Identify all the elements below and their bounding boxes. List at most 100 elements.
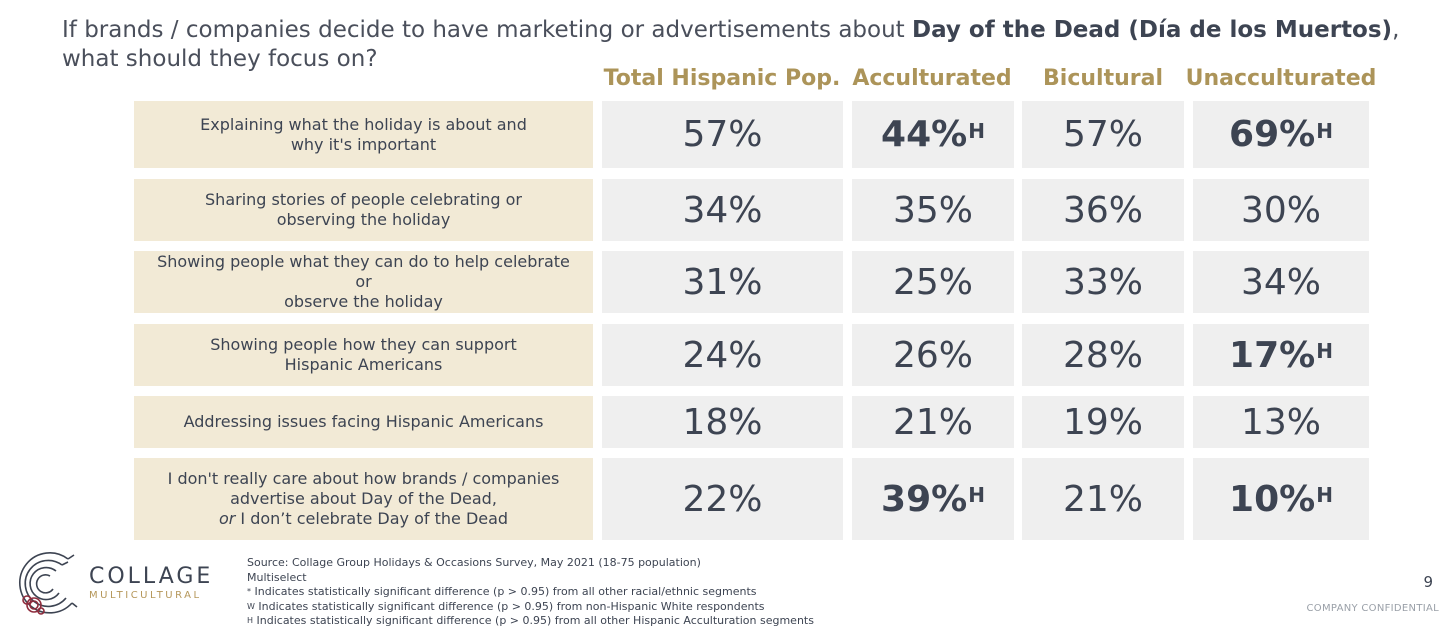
significance-marker: H [968,118,985,143]
page-title: If brands / companies decide to have mar… [62,16,1402,74]
legend-text: Indicates statistically significant diff… [256,614,814,627]
cell-value: 57% [1062,114,1143,155]
collage-circle-logo-icon [18,552,78,615]
row-label-line: observe the holiday [284,292,443,311]
row-label-line: why it's important [290,134,437,154]
source-note: Source: Collage Group Holidays & Occasio… [247,556,701,569]
cell-value: 26% [892,334,973,376]
data-cell: 24% [602,324,843,386]
column-header: Bicultural [1043,66,1163,91]
row-label-line: Showing people how they can support [210,335,517,354]
page-number: 9 [1423,573,1433,591]
cell-value: 34% [1240,261,1321,303]
data-cell: 26% [852,324,1014,386]
data-cell: 30% [1193,179,1369,241]
row-label-line: Explaining what the holiday is about and [200,114,527,134]
legend-line: H Indicates statistically significant di… [247,614,814,629]
significance-marker: H [1316,118,1333,143]
row-label-line: I don't really care about how brands / c… [167,469,560,488]
legend-marker: W [247,601,255,611]
cell-value: 57% [682,114,763,155]
data-cell: 35% [852,179,1014,241]
row-label-line: Sharing stories of people celebrating or [205,190,522,209]
column-header: Unacculturated [1185,66,1377,91]
row-label: Explaining what the holiday is about and… [134,101,593,168]
cell-value: 34% [682,189,763,231]
data-cell: 44% H [852,101,1014,168]
data-cell: 22% [602,458,843,540]
footnotes: Source: Collage Group Holidays & Occasio… [247,556,814,629]
title-line-2: what should they focus on? [62,46,378,72]
legend-marker: H [247,616,254,625]
row-label: Showing people what they can do to help … [134,251,593,313]
column-header: Total Hispanic Pop. [603,66,841,91]
row-label-italic: or [218,509,236,528]
cell-value: 31% [682,261,763,303]
data-cell: 57% [1022,101,1184,168]
cell-value: 21% [892,401,973,443]
data-cell: 10% H [1193,458,1369,540]
row-label-line: Hispanic Americans [284,355,443,374]
cell-value: 69% [1229,114,1316,155]
legend-text: Indicates statistically significant diff… [254,585,757,598]
brand-subtitle: MULTICULTURAL [89,590,202,601]
cell-value: 30% [1240,189,1321,231]
data-cell: 18% [602,396,843,448]
cell-value: 36% [1062,189,1143,231]
cell-value: 18% [682,401,763,443]
multiselect-note: Multiselect [247,570,307,584]
cell-value: 35% [892,189,973,231]
row-label-line: Addressing issues facing Hispanic Americ… [183,412,544,431]
legend-marker: * [247,587,251,596]
data-cell: 19% [1022,396,1184,448]
data-cell: 21% [852,396,1014,448]
legend-text: Indicates statistically significant diff… [258,599,765,613]
title-emphasis: Day of the Dead (Día de los Muertos) [912,17,1393,43]
data-cell: 34% [1193,251,1369,313]
data-cell: 36% [1022,179,1184,241]
row-label: Sharing stories of people celebrating or… [134,179,593,241]
significance-legend: * Indicates statistically significant di… [247,585,814,629]
data-cell: 25% [852,251,1014,313]
row-label: I don't really care about how brands / c… [134,458,593,540]
row-label: Addressing issues facing Hispanic Americ… [134,396,593,448]
row-label-line: observing the holiday [276,210,451,229]
cell-value: 24% [682,334,763,376]
cell-value: 44% [881,114,968,155]
brand-wordmark: COLLAGE MULTICULTURAL [89,565,213,603]
data-cell: 69% H [1193,101,1369,168]
data-cell: 13% [1193,396,1369,448]
brand-name: COLLAGE [89,564,214,589]
cell-value: 13% [1240,401,1321,443]
legend-line: * Indicates statistically significant di… [247,585,814,600]
cell-value: 19% [1062,401,1143,443]
row-label-line: advertise about Day of the Dead, [230,489,497,508]
title-text: If brands / companies decide to have mar… [62,17,913,43]
cell-value: 39% [881,478,968,520]
cell-value: 33% [1062,261,1143,303]
row-label-rest: I don’t celebrate Day of the Dead [235,509,509,528]
data-cell: 31% [602,251,843,313]
column-header: Acculturated [852,66,1012,91]
confidential-label: COMPANY CONFIDENTIAL [1306,603,1439,614]
data-cell: 21% [1022,458,1184,540]
cell-value: 10% [1229,478,1316,520]
data-cell: 33% [1022,251,1184,313]
data-cell: 17% H [1193,324,1369,386]
row-label: Showing people how they can support Hispa… [134,324,593,386]
row-label-line: Showing people what they can do to help … [157,252,570,291]
cell-value: 22% [682,478,763,520]
title-punct: , [1392,17,1400,43]
data-cell: 28% [1022,324,1184,386]
row-label-line: or I don’t celebrate Day of the Dead [168,509,560,529]
data-cell: 39% H [852,458,1014,540]
data-cell: 57% [602,101,843,168]
significance-marker: H [1316,339,1333,363]
data-cell: 34% [602,179,843,241]
significance-marker: H [1316,483,1333,507]
cell-value: 17% [1229,334,1316,376]
cell-value: 21% [1062,478,1143,520]
cell-value: 25% [892,261,973,303]
significance-marker: H [968,483,985,507]
legend-line: W Indicates statistically significant di… [247,600,814,615]
